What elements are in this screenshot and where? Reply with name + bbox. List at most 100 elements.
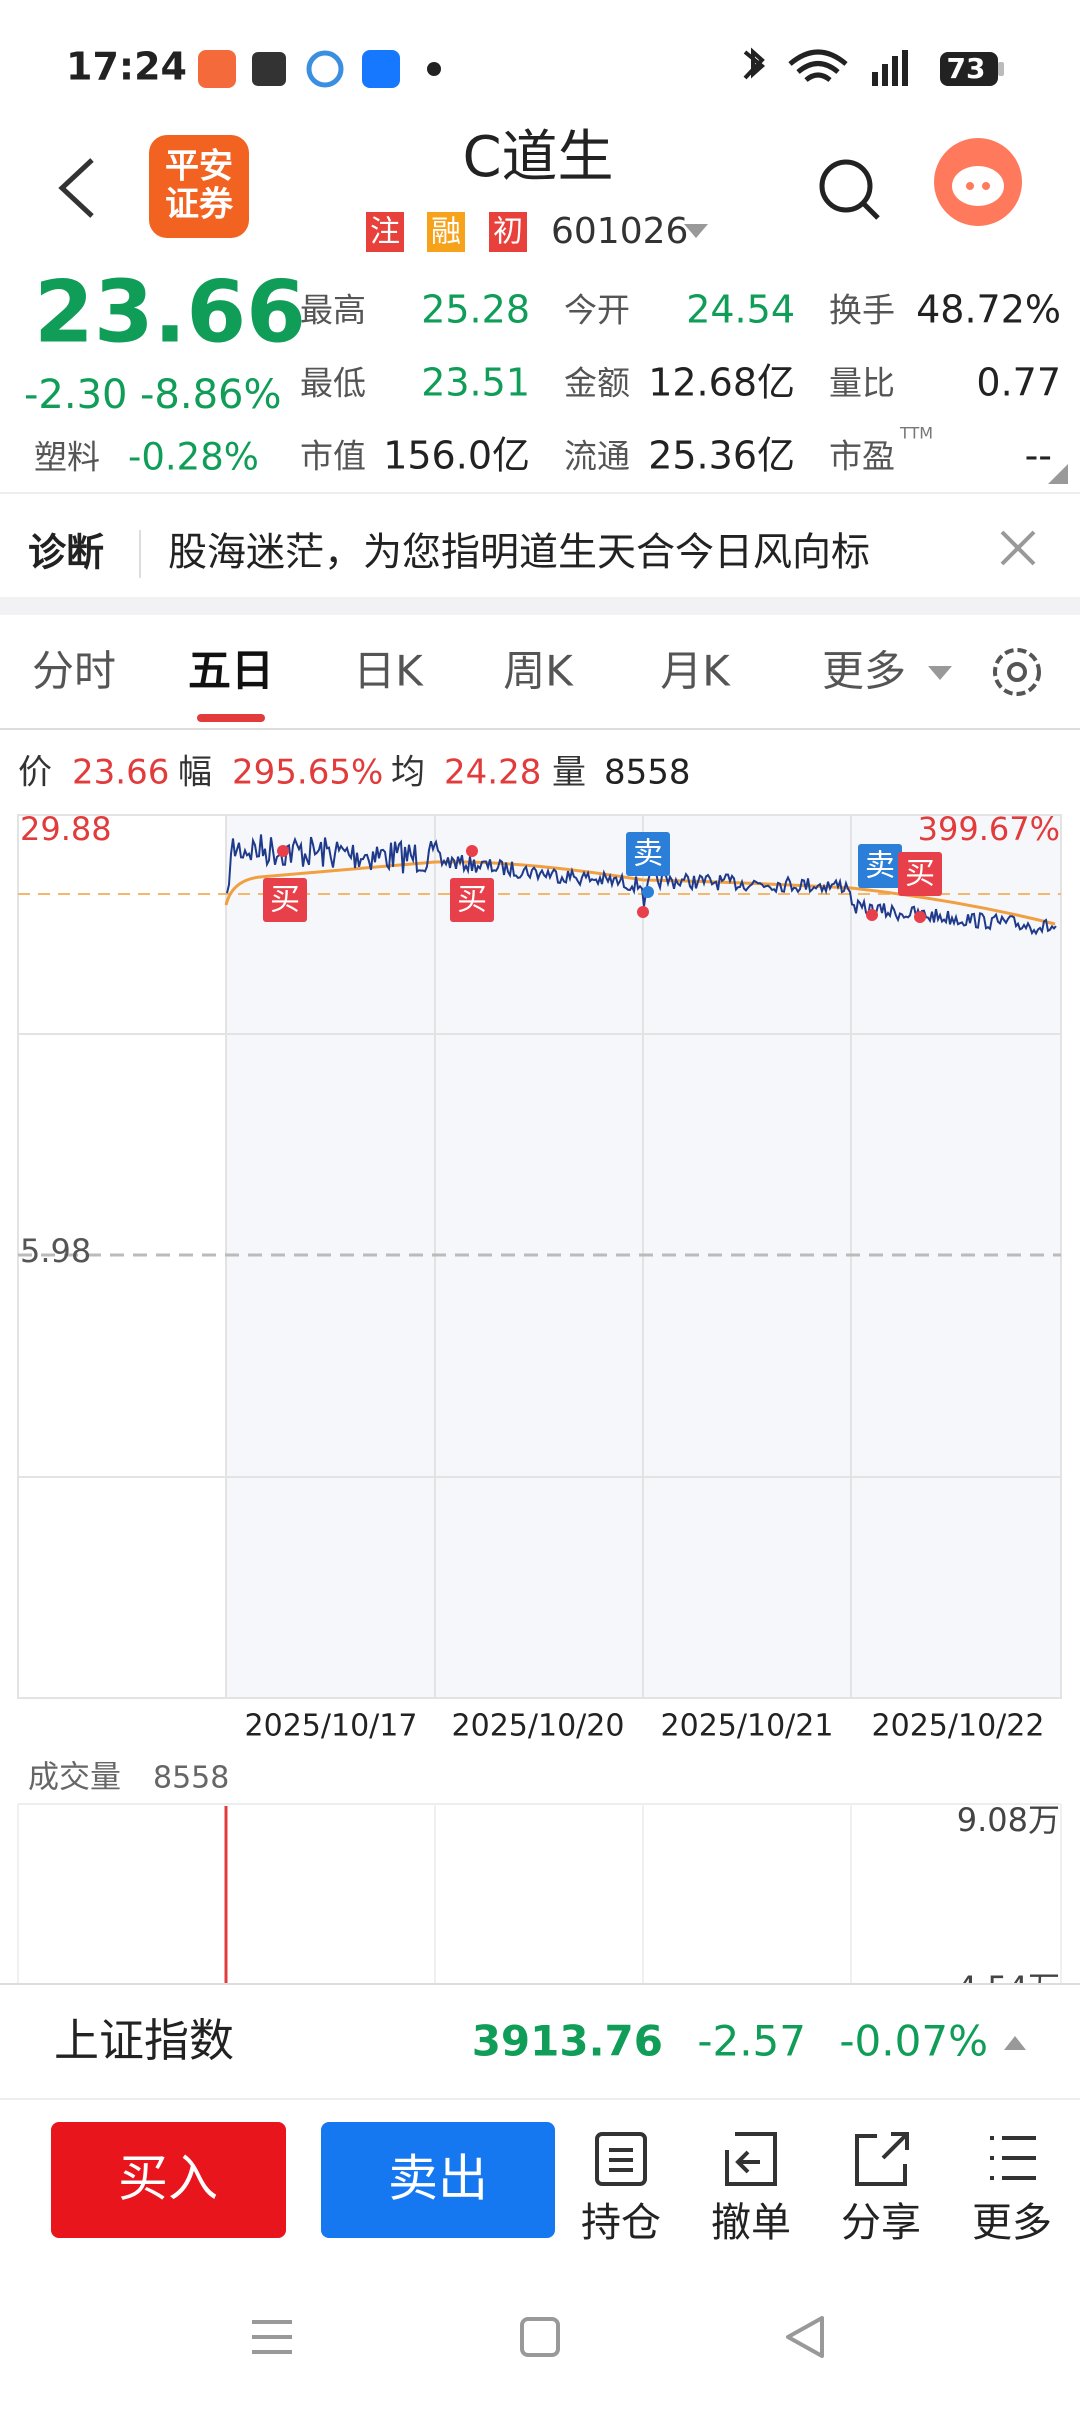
status-time: 17:24 [66,45,187,89]
icon-arrow [881,2132,909,2160]
code-dropdown[interactable] [684,224,708,238]
tag [489,212,527,252]
stat-value: 156.0亿 [383,434,530,478]
search-handle [861,201,880,220]
stat-label: 金额 [564,364,630,403]
diagnosis-text[interactable]: 股海迷茫，为您指明道生天合今日风向标 [168,531,870,576]
sell-button[interactable] [321,2122,555,2238]
price-top-label: 29.88 [20,810,112,848]
icon-lines [609,2148,633,2172]
tab-active[interactable]: 五日 [188,647,274,697]
signal-icon [892,56,898,86]
buy-button-text: 买入 [118,2150,218,2208]
status-icon [362,50,400,88]
date-label: 2025/10/20 [452,1709,625,1744]
info-label: 量 [552,753,586,793]
battery-level: 73 [947,52,986,85]
price-line [226,834,1057,936]
info-label: 幅 [178,753,212,793]
marker-text: 卖 [865,849,895,884]
battery-tip [998,62,1004,76]
diagnosis-label: 诊断 [28,531,104,575]
tab-dropdown [928,666,952,680]
pe-note: TTM [899,424,933,443]
index-bar[interactable] [0,1984,1080,2100]
back-button[interactable] [58,158,94,218]
sell-marker[interactable] [858,844,902,888]
date-label: 2025/10/17 [245,1709,418,1744]
trade-dot [637,906,649,918]
tool-label: 撤单 [711,2200,791,2246]
battery-icon [940,52,998,86]
holdings-icon[interactable] [595,2132,647,2186]
stat-label: 最低 [300,364,366,403]
settings-core [1007,662,1027,682]
stat-value: 12.68亿 [648,361,795,405]
price-change: -2.30 [24,372,128,418]
buy-button[interactable] [51,2122,286,2238]
tab-indicator [197,714,265,722]
logo-text: 平安 [165,147,233,187]
buy-marker[interactable] [263,878,307,922]
index-name: 上证指数 [54,2014,234,2067]
logo-text: 证券 [165,185,234,225]
stat-value: -- [1025,434,1052,478]
stock-code: 601026 [551,211,688,252]
tab[interactable]: 更多 [822,647,906,696]
volume-grid [17,1804,1062,1984]
settings-button[interactable] [993,648,1041,696]
volume-tick: 9.08万 [957,1801,1060,1839]
last-price: 23.66 [34,262,306,362]
pct-top-label: 399.67% [918,810,1060,848]
date-label: 2025/10/22 [872,1709,1045,1744]
price-mid-label: 5.98 [20,1232,91,1270]
index-toggle[interactable] [1004,2036,1026,2050]
more-icon[interactable] [990,2136,1036,2180]
avatar-eye [966,182,974,190]
trade-dot [866,909,878,921]
nav-home[interactable] [520,2317,560,2357]
share-icon[interactable] [855,2134,907,2186]
cancel-icon[interactable] [725,2132,777,2186]
buy-marker[interactable] [898,852,942,896]
search-button[interactable] [819,159,873,213]
tab[interactable]: 日K [353,647,424,696]
tab[interactable]: 周K [503,647,574,696]
stat-label: 市值 [300,437,366,476]
info-value: 23.66 [72,753,169,793]
wifi-icon [788,49,848,83]
tab[interactable]: 月K [660,647,731,696]
tool-label: 更多 [972,2200,1052,2246]
trade-dot [914,911,926,923]
status-icon [306,50,344,88]
trade-dot [277,845,289,857]
nav-back[interactable] [786,2316,824,2358]
index-value: 3913.76 [472,2017,663,2066]
info-label: 价 [18,753,52,793]
stat-label: 流通 [564,437,630,476]
sell-marker[interactable] [626,832,670,876]
index-change: -2.57 [697,2017,806,2066]
tool-label: 持仓 [581,2200,661,2246]
status-icon [198,50,236,88]
stat-value: 48.72% [916,288,1061,332]
gap [0,597,1080,615]
tag [427,212,465,252]
info-value: 8558 [604,753,691,793]
info-value: 295.65% [232,753,383,793]
corner-mark [1048,464,1068,484]
avatar-face [952,166,1004,206]
stat-label: 最高 [300,291,366,330]
buy-marker[interactable] [450,878,494,922]
sell-button-text: 卖出 [388,2150,488,2208]
sector-change: -0.28% [128,436,259,479]
tab[interactable]: 分时 [32,647,116,696]
price-change-pct: -8.86% [140,372,282,418]
trade-dot [642,886,654,898]
stock-name: C道生 [462,125,613,190]
close-button[interactable] [1000,530,1036,566]
stat-value: 25.36亿 [648,434,795,478]
nav-menu[interactable] [252,2320,292,2354]
